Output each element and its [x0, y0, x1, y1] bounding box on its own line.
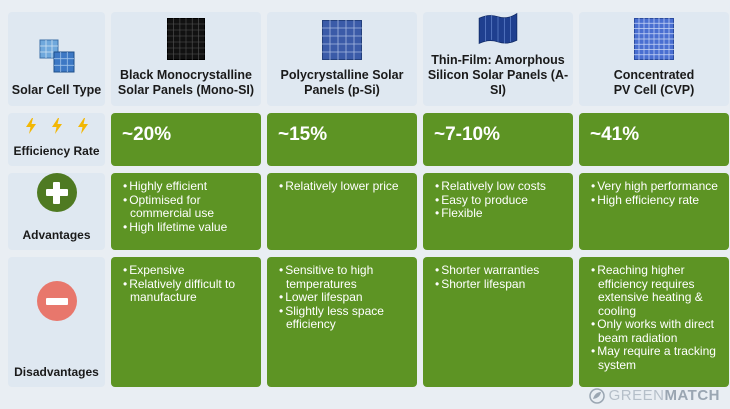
- disadvantages-thin-film: Shorter warrantiesShorter lifespan: [423, 257, 573, 387]
- list-item: Optimised for commercial use: [123, 193, 255, 221]
- comparison-table: Solar Cell Type Black Monocrystalline So…: [8, 12, 729, 387]
- list-item: Flexible: [435, 206, 567, 221]
- disadvantages-list: Shorter warrantiesShorter lifespan: [423, 257, 573, 291]
- list-item: Relatively low costs: [435, 179, 567, 194]
- minus-icon: [36, 281, 77, 321]
- panel-name-cpv: Concentrated PV Cell (CVP): [613, 68, 695, 97]
- concentrated-pv-cell-icon: [634, 18, 674, 60]
- advantages-mono: Highly efficientOptimised for commercial…: [111, 173, 261, 250]
- header-poly: Polycrystalline Solar Panels (p-Si): [267, 12, 417, 106]
- plus-icon: [36, 173, 77, 212]
- lightning-bolt-icon: [25, 118, 36, 134]
- row-label-type: Solar Cell Type: [11, 83, 102, 97]
- row-label-advantages: Advantages: [22, 228, 91, 242]
- efficiency-thin-film: ~7-10%: [423, 113, 573, 166]
- lightning-icons: [25, 118, 89, 134]
- disadvantages-cpv: Reaching higher efficiency requires exte…: [579, 257, 729, 387]
- efficiency-label-cell: Efficiency Rate: [8, 113, 105, 166]
- list-item: Sensitive to high temperatures: [279, 263, 411, 291]
- list-item: Expensive: [123, 263, 255, 278]
- brand-part1: GREEN: [608, 387, 665, 404]
- polycrystalline-panel-icon: [322, 20, 362, 60]
- disadvantages-label-cell: Disadvantages: [8, 257, 105, 387]
- lightning-bolt-icon: [51, 118, 62, 134]
- efficiency-poly: ~15%: [267, 113, 417, 166]
- list-item: Shorter warranties: [435, 263, 567, 278]
- advantages-list: Relatively low costsEasy to produceFlexi…: [423, 173, 573, 221]
- header-type-cell: Solar Cell Type: [8, 12, 105, 106]
- list-item: Slightly less space efficiency: [279, 304, 411, 332]
- efficiency-mono: ~20%: [111, 113, 261, 166]
- lightning-bolt-icon: [77, 118, 88, 134]
- panel-name-thin-film: Thin-Film: Amorphous Silicon Solar Panel…: [427, 53, 569, 97]
- advantages-poly: Relatively lower price: [267, 173, 417, 250]
- list-item: Only works with direct beam radiation: [591, 317, 723, 345]
- advantages-list: Very high performanceHigh efficiency rat…: [579, 173, 729, 207]
- list-item: Easy to produce: [435, 193, 567, 208]
- advantages-cpv: Very high performanceHigh efficiency rat…: [579, 173, 729, 250]
- greenmatch-logo: GREEN MATCH: [588, 387, 720, 404]
- disadvantages-poly: Sensitive to high temperaturesLower life…: [267, 257, 417, 387]
- list-item: Highly efficient: [123, 179, 255, 194]
- leaf-logo-icon: [588, 387, 605, 404]
- list-item: Relatively difficult to manufacture: [123, 277, 255, 305]
- list-item: Reaching higher efficiency requires exte…: [591, 263, 723, 318]
- list-item: Lower lifespan: [279, 290, 411, 305]
- panel-name-mono: Black Monocrystalline Solar Panels (Mono…: [117, 68, 255, 97]
- header-cpv: Concentrated PV Cell (CVP): [579, 12, 729, 106]
- advantages-list: Relatively lower price: [267, 173, 417, 194]
- disadvantages-list: Sensitive to high temperaturesLower life…: [267, 257, 417, 332]
- monocrystalline-panel-icon: [167, 18, 205, 60]
- list-item: Relatively lower price: [279, 179, 411, 194]
- panel-name-poly: Polycrystalline Solar Panels (p-Si): [280, 68, 404, 97]
- list-item: Shorter lifespan: [435, 277, 567, 292]
- list-item: May require a tracking system: [591, 344, 723, 372]
- disadvantages-mono: ExpensiveRelatively difficult to manufac…: [111, 257, 261, 387]
- disadvantages-list: Reaching higher efficiency requires exte…: [579, 257, 729, 372]
- list-item: High lifetime value: [123, 220, 255, 235]
- advantages-list: Highly efficientOptimised for commercial…: [111, 173, 261, 234]
- header-mono: Black Monocrystalline Solar Panels (Mono…: [111, 12, 261, 106]
- solar-cells-icon: [39, 39, 74, 73]
- efficiency-cpv: ~41%: [579, 113, 729, 166]
- row-label-efficiency: Efficiency Rate: [13, 144, 100, 158]
- list-item: Very high performance: [591, 179, 723, 194]
- brand-part2: MATCH: [664, 387, 720, 404]
- row-label-disadvantages: Disadvantages: [14, 365, 99, 379]
- disadvantages-list: ExpensiveRelatively difficult to manufac…: [111, 257, 261, 305]
- advantages-label-cell: Advantages: [8, 173, 105, 250]
- thin-film-panel-icon: [478, 12, 518, 45]
- list-item: High efficiency rate: [591, 193, 723, 208]
- header-thin-film: Thin-Film: Amorphous Silicon Solar Panel…: [423, 12, 573, 106]
- advantages-thin-film: Relatively low costsEasy to produceFlexi…: [423, 173, 573, 250]
